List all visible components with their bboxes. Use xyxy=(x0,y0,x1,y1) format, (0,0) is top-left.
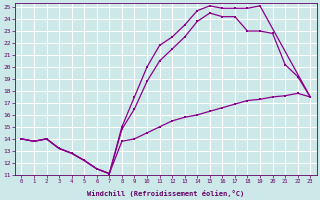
X-axis label: Windchill (Refroidissement éolien,°C): Windchill (Refroidissement éolien,°C) xyxy=(87,190,244,197)
